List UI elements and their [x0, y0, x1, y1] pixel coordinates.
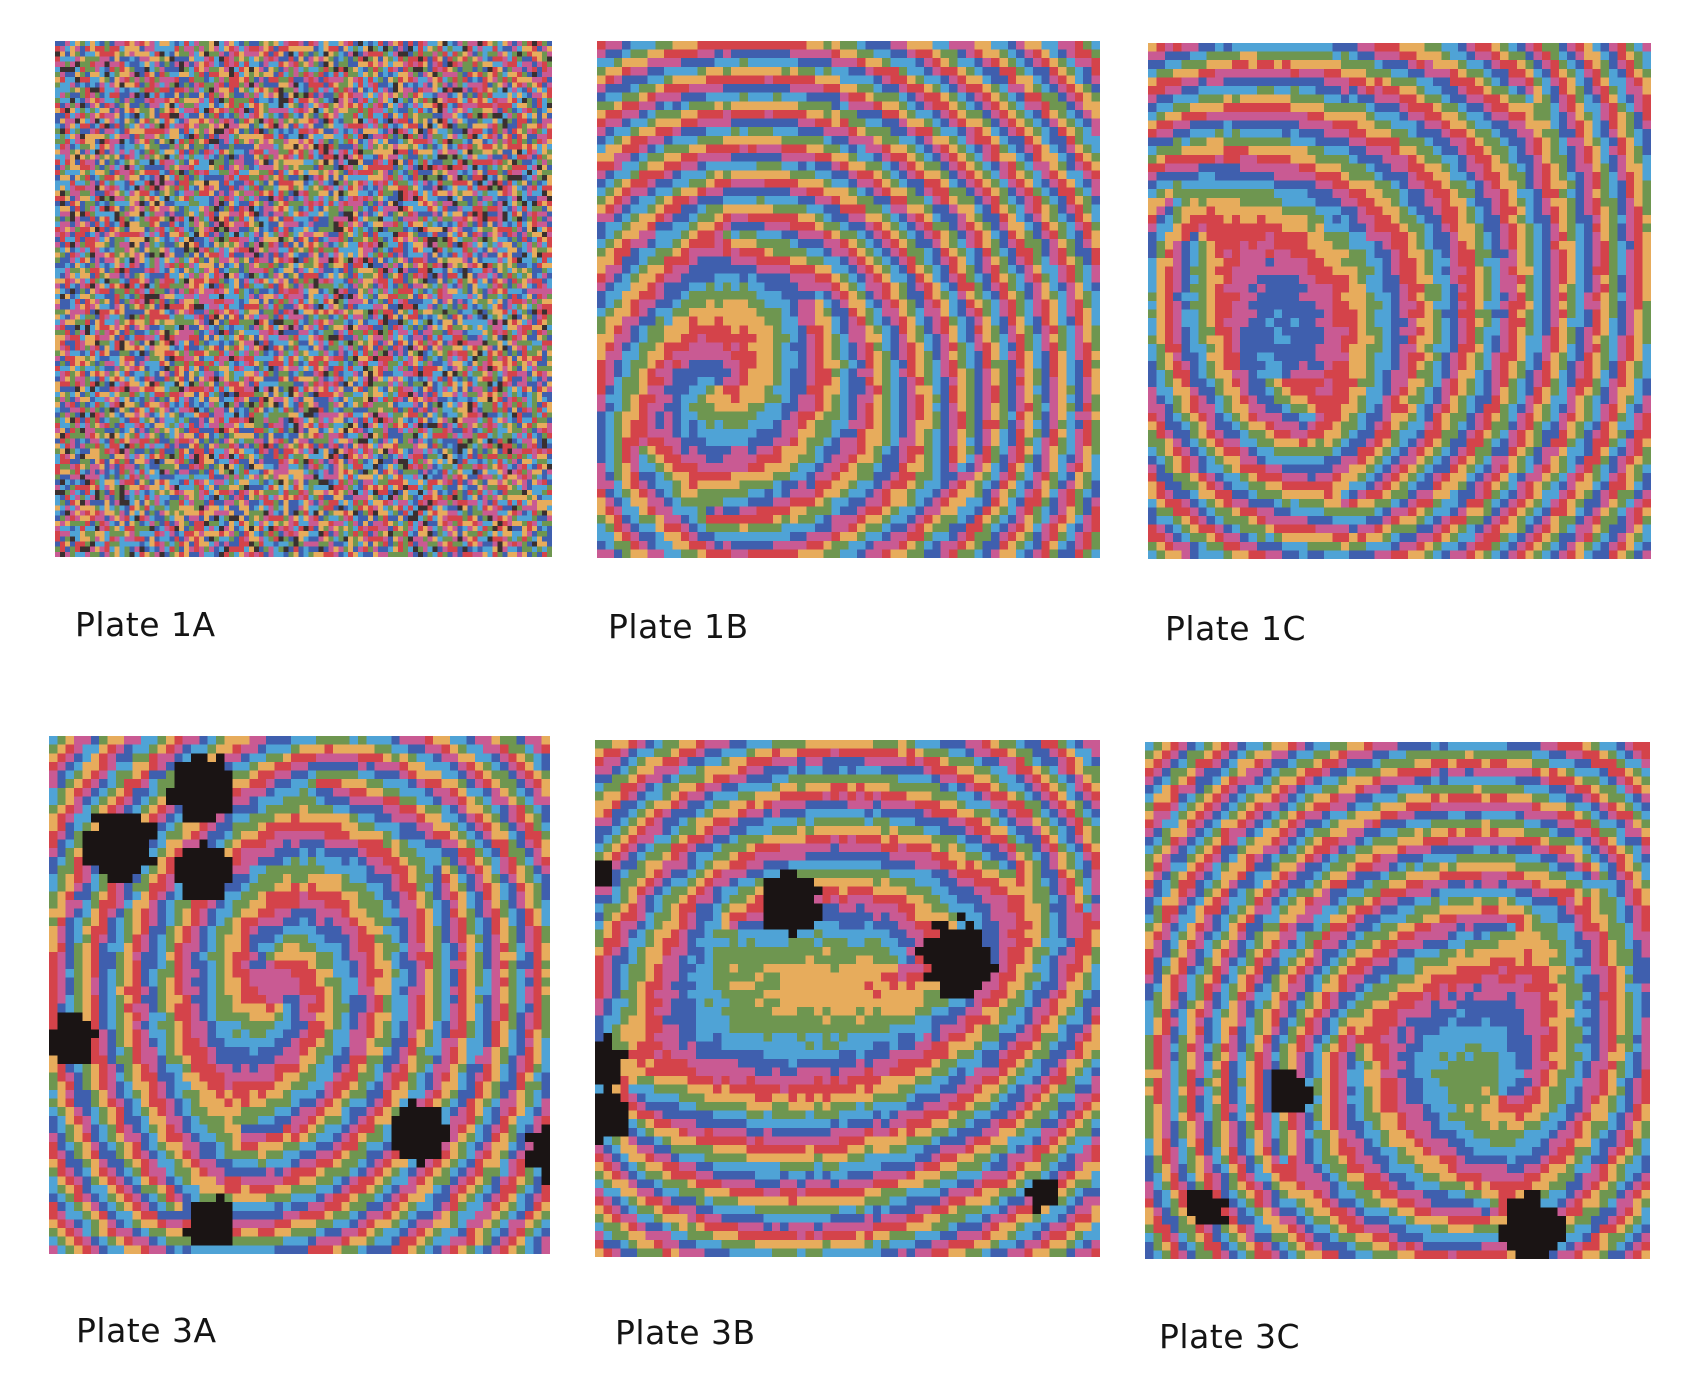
plate-1c-caption: Plate 1C	[1165, 609, 1306, 648]
plate-3a-caption: Plate 3A	[76, 1311, 217, 1350]
plate-1b-caption: Plate 1B	[608, 607, 749, 646]
plate-1c-image	[1148, 43, 1651, 559]
plate-1a-image	[55, 41, 552, 557]
plate-3a-image	[49, 736, 550, 1254]
plate-1c-pattern	[1148, 43, 1651, 559]
plate-1a-pattern	[55, 41, 552, 557]
plate-1a-caption: Plate 1A	[75, 605, 216, 644]
plate-1b-image	[597, 41, 1100, 558]
plate-3c-image	[1145, 742, 1650, 1259]
plate-3c-caption: Plate 3C	[1159, 1317, 1300, 1356]
plate-3c-pattern	[1145, 742, 1650, 1259]
plate-3b-image	[595, 740, 1100, 1257]
plate-3b-pattern	[595, 740, 1100, 1257]
plate-3a-pattern	[49, 736, 550, 1254]
plate-3b-caption: Plate 3B	[615, 1313, 756, 1352]
plate-1b-pattern	[597, 41, 1100, 558]
